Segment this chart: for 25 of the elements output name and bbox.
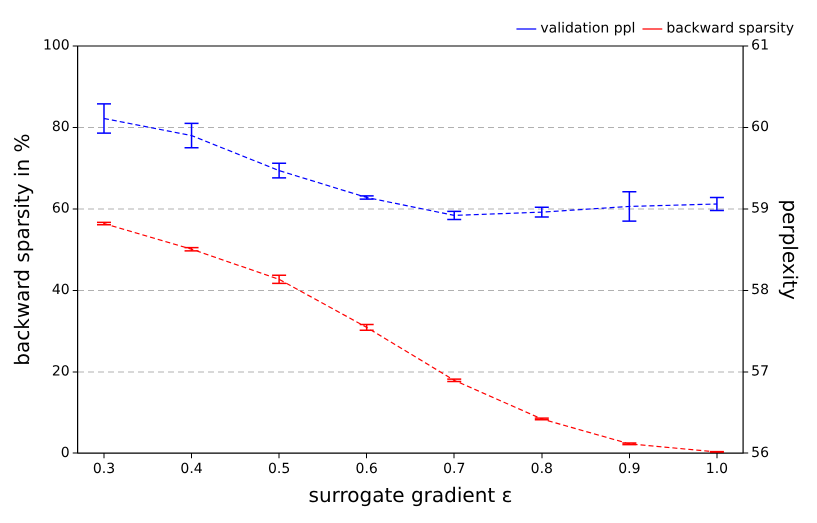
x-tick-label: 0.7 [443, 461, 466, 478]
y2-axis-title: perplexity [778, 199, 802, 300]
x-tick-label: 0.9 [618, 461, 640, 478]
y2-tick-label: 57 [751, 363, 770, 380]
x-tick-label: 0.8 [530, 461, 553, 478]
y-tick-label: 40 [52, 282, 70, 298]
y2-tick-label: 58 [751, 282, 770, 298]
y-tick-label: 60 [52, 200, 70, 217]
y-axis-title: backward sparsity in % [10, 133, 34, 366]
y2-tick-label: 59 [751, 200, 770, 217]
y-tick-label: 80 [52, 119, 70, 136]
y-tick-label: 0 [60, 444, 70, 461]
y2-tick-label: 61 [751, 38, 770, 54]
x-tick-label: 1.0 [706, 461, 728, 478]
x-tick-label: 0.5 [268, 461, 290, 478]
x-tick-label: 0.6 [356, 461, 378, 478]
x-tick-label: 0.4 [180, 461, 203, 478]
x-tick-label: 0.3 [92, 461, 116, 478]
y2-tick-label: 60 [751, 119, 770, 136]
y2-tick-label: 56 [751, 444, 770, 461]
x-axis-title: surrogate gradient ε [308, 483, 512, 508]
legend-label: backward sparsity [666, 20, 794, 37]
y-tick-label: 100 [42, 38, 70, 54]
y-tick-label: 20 [52, 363, 70, 380]
legend-label: validation ppl [540, 20, 636, 37]
